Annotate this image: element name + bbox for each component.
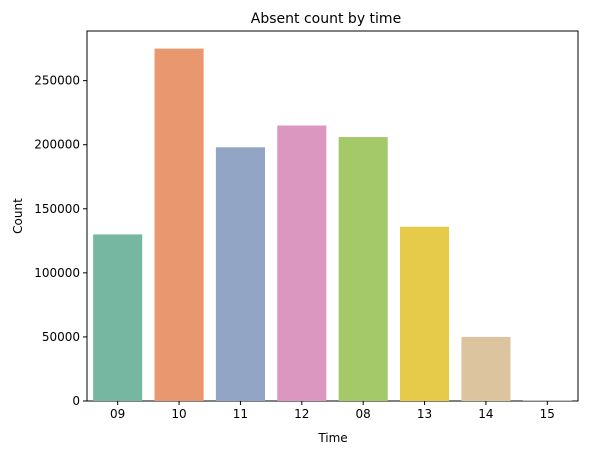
bar-14	[461, 336, 511, 401]
bar-09	[93, 234, 143, 401]
bar-13	[400, 226, 450, 401]
bar-12	[277, 125, 327, 401]
x-tick-label-11: 11	[233, 407, 248, 421]
bar-11	[215, 147, 265, 401]
y-axis-label: Count	[11, 198, 25, 234]
plot-area: 09 10 11 12 08 13 14 15 0 50000 100000 150000 20000…	[34, 30, 579, 421]
x-tick-label-08: 08	[356, 407, 371, 421]
x-tick-label-09: 09	[110, 407, 125, 421]
y-tick-label-200000: 200000	[34, 138, 80, 152]
chart-title: Absent count by time	[251, 11, 401, 27]
x-tick-label-10: 10	[171, 407, 186, 421]
x-ticks-group: 09 10 11 12 08 13 14 15	[110, 401, 555, 421]
y-ticks-group: 0 50000 100000 150000 200000 250000	[34, 74, 87, 408]
bar-10	[154, 48, 204, 402]
x-tick-label-12: 12	[294, 407, 309, 421]
y-tick-label-250000: 250000	[34, 74, 80, 88]
y-tick-label-150000: 150000	[34, 202, 80, 216]
bar-08	[338, 137, 388, 401]
y-tick-label-0: 0	[72, 394, 80, 408]
bars-group	[93, 48, 572, 402]
y-tick-label-50000: 50000	[42, 330, 80, 344]
x-tick-label-15: 15	[540, 407, 555, 421]
x-tick-label-13: 13	[417, 407, 432, 421]
x-axis-label: Time	[317, 431, 347, 445]
y-tick-label-100000: 100000	[34, 266, 80, 280]
x-tick-label-14: 14	[478, 407, 493, 421]
